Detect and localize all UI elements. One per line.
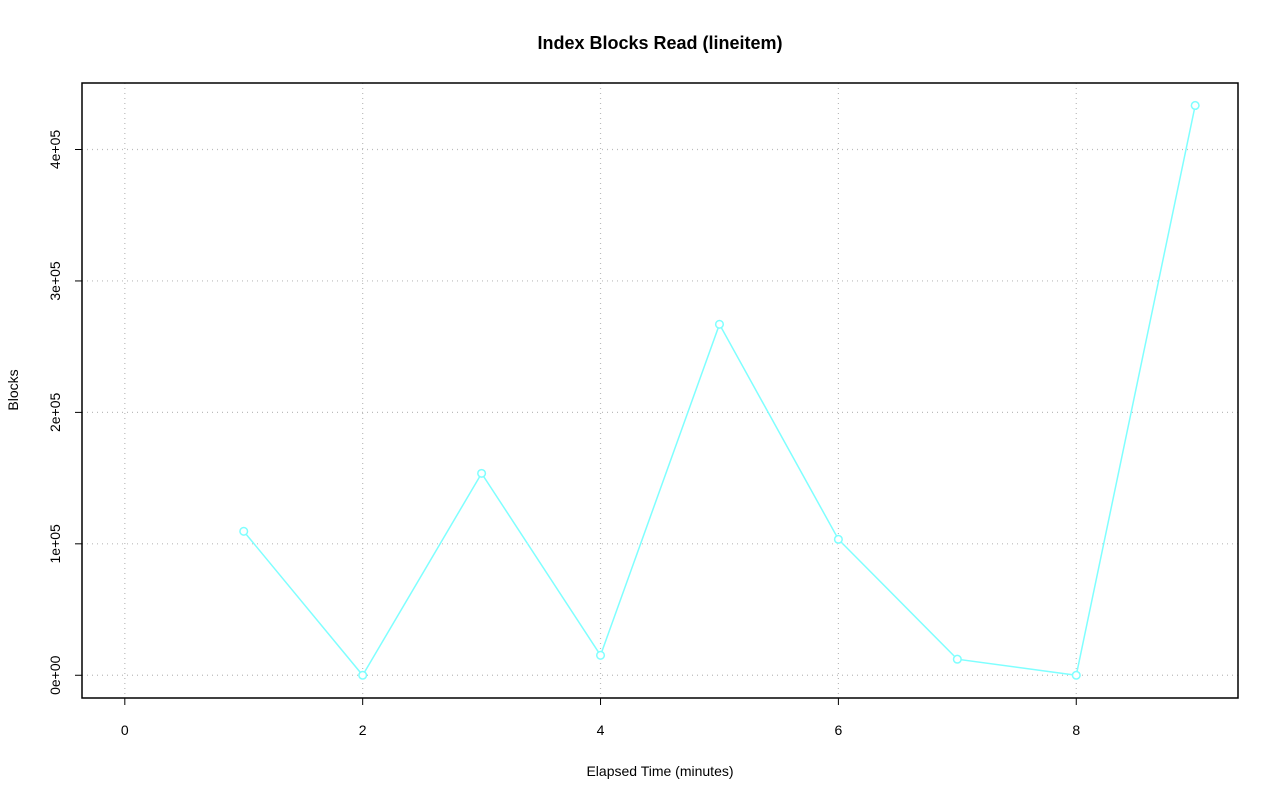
y-tick-label: 4e+05 xyxy=(47,130,63,170)
x-tick-label: 4 xyxy=(597,722,605,738)
point xyxy=(595,650,606,660)
y-tick-label: 3e+05 xyxy=(47,261,63,301)
x-axis-label: Elapsed Time (minutes) xyxy=(586,763,733,779)
x-tick-label: 6 xyxy=(834,722,842,738)
point xyxy=(714,319,725,329)
point xyxy=(952,654,962,664)
y-axis-label: Blocks xyxy=(5,369,21,410)
y-tick-label: 2e+05 xyxy=(47,393,63,433)
point xyxy=(358,670,368,680)
line xyxy=(243,105,1196,677)
point xyxy=(1190,100,1200,111)
point xyxy=(833,534,843,544)
x-tick-label: 8 xyxy=(1072,722,1080,738)
y-tick-label: 1e+05 xyxy=(47,524,63,564)
plot-frame xyxy=(81,82,1239,699)
point xyxy=(239,526,249,536)
y-tick-label: 0e+00 xyxy=(47,655,63,695)
point xyxy=(1071,670,1081,680)
x-tick-label: 2 xyxy=(359,722,367,738)
point xyxy=(477,468,487,478)
chart-title: Index Blocks Read (lineitem) xyxy=(537,33,782,53)
x-tick-label: 0 xyxy=(121,722,129,738)
